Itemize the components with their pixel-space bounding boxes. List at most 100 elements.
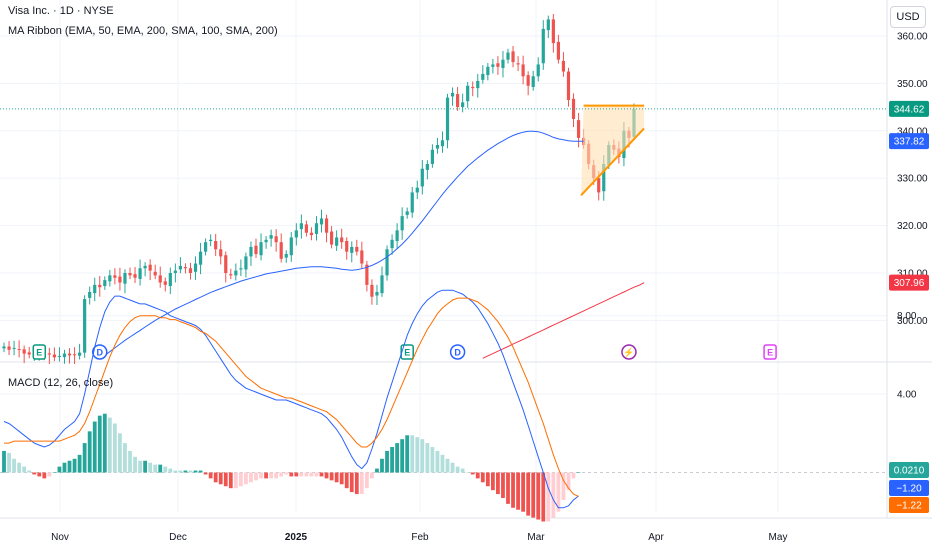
histogram-bar [309,472,314,477]
dividend-badge [621,344,637,360]
histogram-bar [460,468,465,473]
price-tick-label: 300.00 [897,316,928,327]
candle-body [113,275,117,278]
histogram-bar [138,460,142,473]
time-tick-label: Apr [648,532,664,543]
histogram-bar [57,466,62,473]
candle-body [47,353,51,355]
histogram-bar [294,472,299,477]
histogram-bar [37,472,42,477]
histogram-bar [450,462,455,473]
candle-body [350,246,354,253]
histogram-bar [87,431,92,473]
price-tick-label: 310.00 [897,269,928,280]
histogram-bar [168,468,173,473]
histogram-bar [556,472,561,512]
candle-body [219,249,223,257]
histogram-bar [72,458,77,473]
histogram-bar [516,472,520,510]
histogram-bar [349,472,354,493]
candle-body [556,41,560,60]
candle-body [526,75,530,86]
candle-body [168,273,172,287]
candle-body [284,254,288,258]
candle-body [471,86,475,89]
pattern-support-line [580,127,645,196]
candle-body [2,346,6,349]
histogram-bar [561,472,566,500]
histogram-bar [259,472,263,479]
candle-body [476,81,480,89]
histogram-bar [420,439,425,473]
candle-body [506,52,510,60]
candle-body [294,230,298,238]
candle-body [531,76,535,87]
candle-body [153,271,157,276]
histogram-bar [97,415,102,473]
ma-ribbon-legend: MA Ribbon (EMA, 50, EMA, 200, SMA, 100, … [8,25,278,37]
event-marker: E [400,344,414,360]
histogram-bar [354,472,359,495]
histogram-bar [12,458,16,473]
ema50-line [104,130,584,356]
price-tick-label: 360.00 [897,32,928,43]
histogram-bar [284,472,289,475]
candle-body [324,218,329,233]
macd-tag-label: 0.0210 [894,466,925,477]
histogram-bar [173,470,178,473]
histogram-bar [470,472,475,475]
histogram-bar [123,443,127,473]
time-tick-label: May [769,532,788,543]
histogram-bar [475,472,480,479]
candle-body [516,63,520,65]
histogram-bar [364,472,369,489]
candle-body [390,239,394,249]
histogram-bar [82,443,87,473]
candle-body [173,270,177,273]
candle-body [264,239,268,243]
histogram-bar [2,450,6,473]
histogram-bar [228,472,233,489]
candle-body [128,273,132,276]
candle-body [330,231,334,245]
candle-body [78,352,82,356]
histogram-bar [496,472,500,495]
candle-body [541,28,545,64]
currency-button[interactable]: USD [890,6,926,28]
dividend-badge [449,344,466,360]
histogram-bar [329,472,334,481]
candle-body [12,347,16,349]
candle-body [83,299,87,353]
histogram-bar [143,460,148,473]
candle-body [254,245,258,255]
event-label: E [36,348,42,358]
candle-body [501,59,505,68]
histogram-bar [27,470,32,473]
histogram-bar [566,472,571,491]
macd-tag [889,462,929,478]
histogram-bar [32,472,37,475]
candle-body [536,64,540,77]
price-tag-label: 344.62 [894,104,925,115]
histogram-bar [319,472,324,477]
time-tick-label: Feb [411,532,429,543]
candle-body [415,187,419,193]
histogram-bar [506,472,510,504]
histogram-bar [536,472,541,520]
candle-body [229,274,233,276]
price-tick-label: 340.00 [897,126,928,137]
histogram-bar [218,472,223,485]
candle-body [491,64,495,67]
histogram-bar [183,470,188,473]
candle-body [98,284,102,288]
histogram-bar [531,472,536,518]
candle-body [551,19,555,44]
time-tick-label: 2025 [285,532,308,543]
candle-body [380,275,384,294]
histogram-bar [274,472,279,479]
ema200-line [482,282,645,359]
histogram-bar [47,472,52,477]
candle-body [239,268,243,270]
price-tag-label: 337.82 [894,137,925,148]
